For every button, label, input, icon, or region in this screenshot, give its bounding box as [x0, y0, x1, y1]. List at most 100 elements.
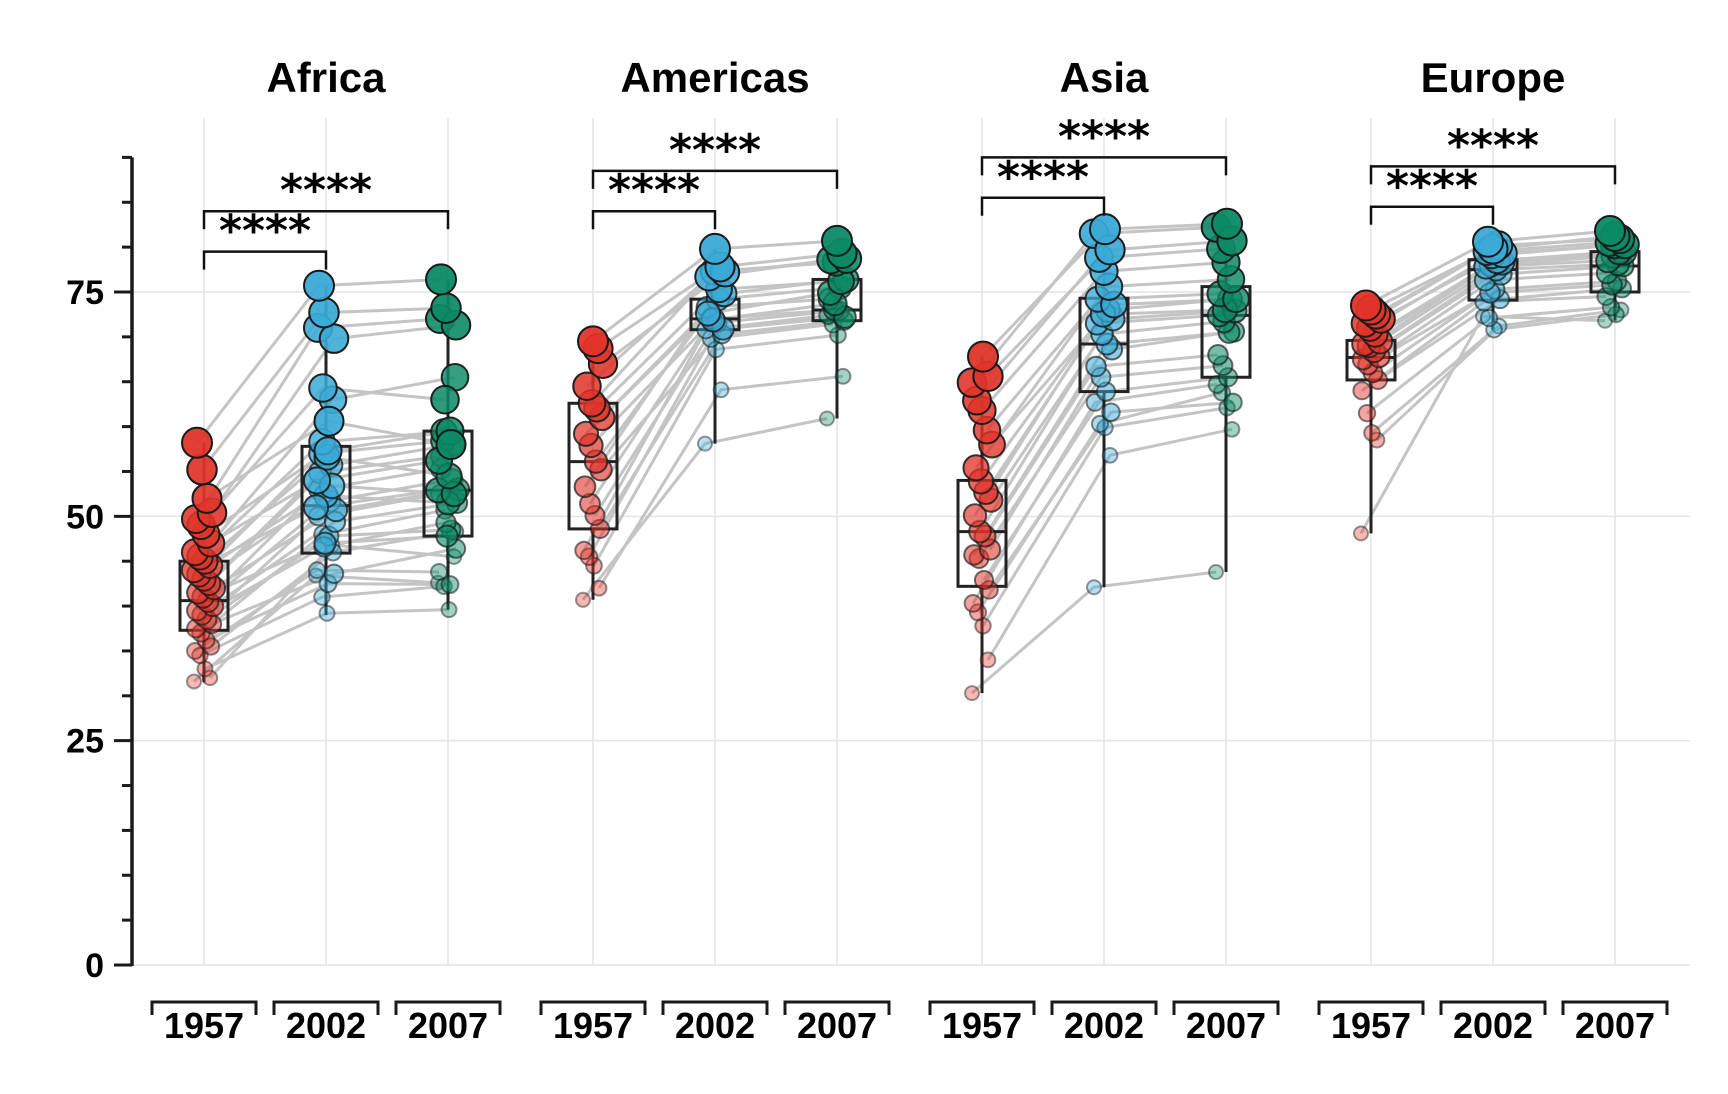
point-2007: [834, 367, 852, 385]
facet-europe: Europe 1957 2002 2007 ********: [1317, 54, 1669, 1046]
series-line: [1359, 314, 1606, 535]
series-line: [199, 584, 445, 657]
x-tick-label: 1957: [1331, 1005, 1411, 1046]
point-2002: [318, 604, 336, 622]
point-2007: [435, 524, 459, 548]
x-tick-bracket: [783, 1000, 891, 1015]
series-line: [1366, 305, 1612, 415]
point-1957: [962, 454, 990, 482]
series-line: [971, 570, 1217, 695]
series-line: [205, 582, 451, 642]
point-2002: [303, 269, 335, 302]
significance-label: ****: [1447, 120, 1539, 171]
point-1957: [1353, 525, 1369, 542]
point-1957: [585, 556, 603, 575]
y-axis: 0 25 50 75: [66, 155, 134, 985]
bracket-line: [1369, 205, 1495, 225]
points: [572, 224, 863, 608]
point-2007: [1211, 207, 1243, 240]
point-2002: [302, 466, 332, 495]
x-tick-bracket: [539, 1000, 647, 1015]
x-tick-label: 2007: [1186, 1005, 1266, 1046]
point-1957: [577, 325, 609, 358]
x-tick-bracket: [272, 1000, 380, 1015]
point-1957: [574, 540, 594, 561]
x-tick-label: 1957: [942, 1005, 1022, 1046]
point-2002: [308, 373, 338, 403]
point-2002: [1089, 213, 1121, 246]
x-tick-bracket: [394, 1000, 502, 1015]
point-1957: [962, 503, 988, 528]
significance-bracket: ****: [980, 111, 1228, 176]
x-tick-bracket: [150, 1000, 258, 1015]
series-line: [986, 427, 1233, 661]
facet-asia: Asia 1957 2002 2007 ********: [928, 54, 1280, 1046]
point-2007: [1594, 214, 1626, 247]
point-2002: [308, 561, 326, 580]
y-tick-label: 0: [85, 947, 104, 985]
x-tick-label: 2002: [1453, 1005, 1533, 1046]
bracket-line: [202, 250, 328, 270]
x-tick-label: 2007: [1575, 1005, 1655, 1046]
significance-label: ****: [669, 125, 761, 176]
point-2007: [430, 562, 448, 581]
x-tick-bracket: [1439, 1000, 1547, 1015]
point-1957: [963, 593, 983, 613]
point-2002: [318, 323, 350, 354]
x-tick-label: 2002: [286, 1005, 366, 1046]
x-tick-label: 1957: [553, 1005, 633, 1046]
point-1957: [1352, 381, 1372, 401]
point-1957: [964, 685, 980, 702]
bracket-line: [202, 209, 450, 230]
facet-africa: Africa 1957 2002 2007 ********: [150, 54, 502, 1046]
point-1957: [575, 591, 591, 608]
x-tick-label: 2007: [408, 1005, 488, 1046]
point-2002: [323, 563, 345, 584]
significance-bracket: ****: [1369, 120, 1617, 185]
point-1957: [191, 482, 223, 514]
facet-title: Europe: [1421, 54, 1566, 101]
x-tick-label: 2002: [675, 1005, 755, 1046]
point-1957: [1350, 289, 1382, 322]
significance-label: ****: [1386, 161, 1478, 212]
x-tick-bracket: [928, 1000, 1036, 1015]
points: [956, 207, 1250, 702]
x-tick-bracket: [1172, 1000, 1280, 1015]
significance-label: ****: [219, 206, 311, 257]
point-2002: [697, 435, 713, 452]
point-1957: [979, 651, 997, 669]
point-1957: [572, 371, 602, 401]
point-1957: [1363, 424, 1381, 442]
points: [1350, 214, 1640, 542]
facet-title: Asia: [1060, 54, 1149, 101]
point-1957: [573, 475, 597, 499]
significance-label: ****: [1058, 111, 1150, 162]
facet-title: Africa: [266, 54, 386, 101]
facet-title: Americas: [620, 54, 809, 101]
point-1957: [572, 420, 600, 447]
point-2007: [1207, 344, 1229, 366]
y-tick-label: 25: [66, 723, 104, 761]
point-2002: [699, 232, 731, 265]
point-2002: [313, 405, 345, 437]
point-2002: [1090, 414, 1110, 433]
point-2002: [1101, 446, 1119, 464]
bracket-line: [591, 209, 717, 230]
significance-label: ****: [997, 152, 1089, 203]
bracket-line: [1369, 165, 1617, 185]
bracket-line: [980, 196, 1106, 216]
point-2002: [712, 381, 730, 399]
point-1957: [186, 673, 202, 690]
significance-bracket: ****: [591, 165, 717, 230]
point-2007: [440, 575, 460, 594]
series-line: [597, 374, 844, 589]
x-tick-label: 1957: [164, 1005, 244, 1046]
point-2002: [1086, 579, 1102, 596]
point-2002: [1472, 225, 1504, 258]
series-line: [193, 574, 439, 683]
bracket-line: [980, 156, 1228, 176]
facet-americas: Americas 1957 2002 2007 ********: [539, 54, 891, 1046]
point-2007: [435, 429, 467, 461]
